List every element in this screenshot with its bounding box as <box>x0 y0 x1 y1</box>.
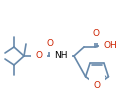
Text: OH: OH <box>103 40 117 49</box>
Text: O: O <box>93 80 101 90</box>
Text: NH: NH <box>54 52 68 61</box>
Text: O: O <box>35 52 42 61</box>
Text: O: O <box>46 38 54 47</box>
Text: O: O <box>92 30 99 38</box>
